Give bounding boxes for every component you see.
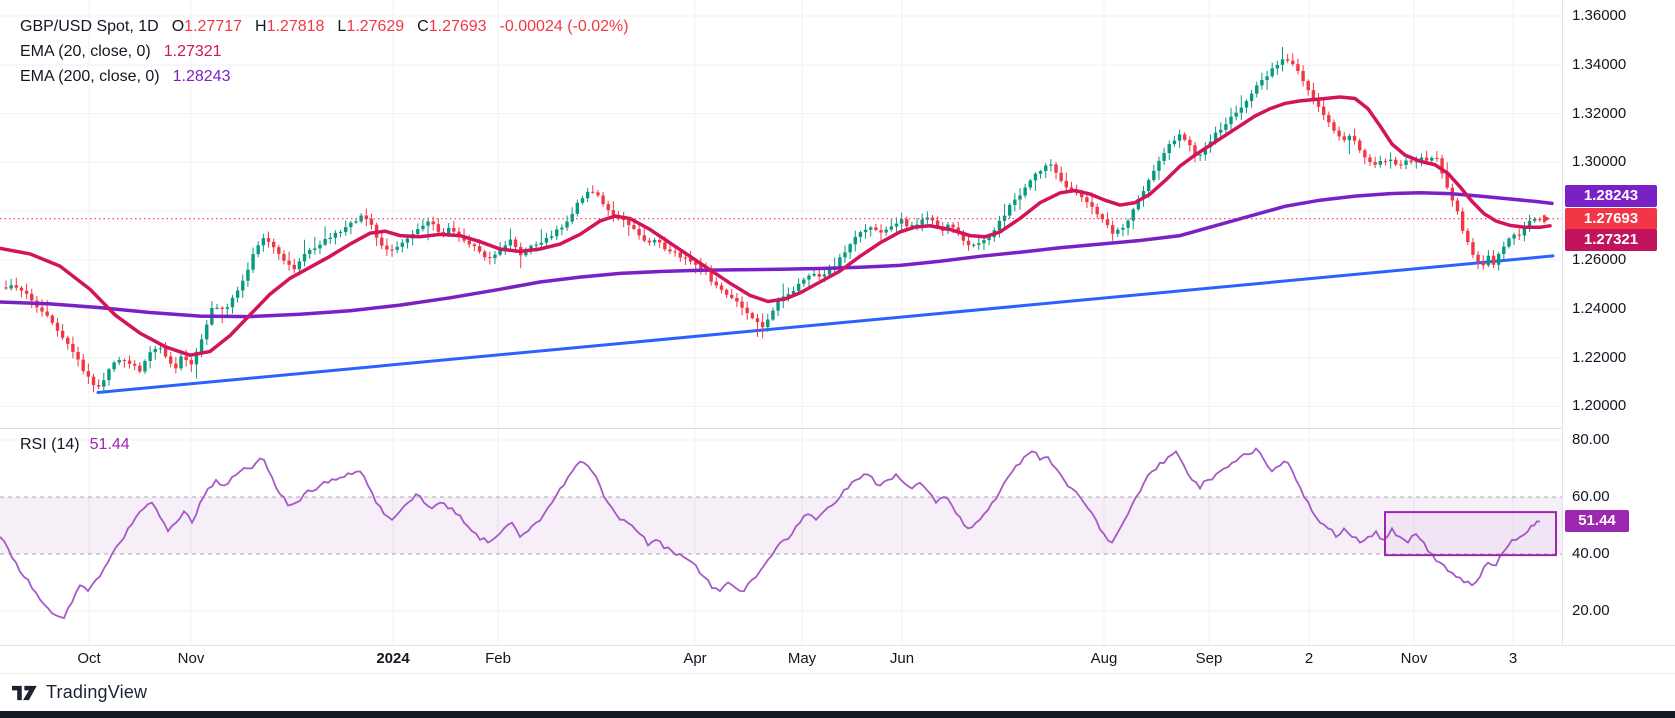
ema200-value: 1.28243 bbox=[172, 68, 231, 85]
time-axis-label[interactable]: May bbox=[787, 650, 817, 667]
time-axis[interactable]: Oct Nov 2024 Feb Apr May Jun Aug Sep 2 Nov 3 bbox=[0, 645, 1675, 674]
high-label: H bbox=[255, 18, 267, 35]
time-axis-label[interactable]: Nov bbox=[177, 650, 205, 667]
rsi-line bbox=[0, 447, 1541, 620]
symbol-title: GBP/USD Spot, 1D bbox=[20, 18, 159, 35]
rsi-tick-label: 80.00 bbox=[1572, 431, 1610, 448]
rsi-axis-badge: 51.44 bbox=[1565, 510, 1629, 533]
bottom-bar bbox=[0, 711, 1675, 718]
ema20-label: EMA (20, close, 0) bbox=[20, 43, 151, 60]
rsi-tick-label: 40.00 bbox=[1572, 545, 1610, 562]
ema200-legend-row[interactable]: EMA (200, close, 0) 1.28243 bbox=[20, 64, 629, 89]
open-value: 1.27717 bbox=[184, 18, 243, 35]
low-value: 1.27629 bbox=[346, 18, 405, 35]
time-axis-label[interactable]: Sep bbox=[1195, 650, 1223, 667]
change-value: -0.00024 (-0.02%) bbox=[499, 18, 629, 35]
ohlc-row: GBP/USD Spot, 1D O1.27717 H1.27818 L1.27629… bbox=[20, 14, 629, 39]
trendline bbox=[96, 254, 1555, 394]
time-axis-label[interactable]: 3 bbox=[1508, 650, 1518, 667]
ema20-value: 1.27321 bbox=[163, 43, 222, 60]
close-value: 1.27693 bbox=[428, 18, 487, 35]
symbol-legend: GBP/USD Spot, 1D O1.27717 H1.27818 L1.27629… bbox=[20, 14, 629, 89]
price-axis-badge: 1.27321 bbox=[1565, 229, 1657, 251]
time-axis-label[interactable]: 2 bbox=[1304, 650, 1314, 667]
price-tick-label: 1.32000 bbox=[1572, 104, 1627, 122]
ema200-line bbox=[0, 190, 1554, 319]
tradingview-logo[interactable]: TradingView bbox=[12, 682, 147, 703]
tradingview-logo-text: TradingView bbox=[46, 682, 148, 702]
price-tick-label: 1.30000 bbox=[1572, 153, 1627, 171]
time-axis-label[interactable]: Aug bbox=[1090, 650, 1118, 667]
time-axis-label[interactable]: Oct bbox=[77, 650, 101, 667]
price-axis[interactable]: 1.36000 1.34000 1.32000 1.30000 1.26000 1.240… bbox=[1562, 0, 1675, 645]
rsi-pane[interactable] bbox=[0, 428, 1562, 645]
price-tick-label: 1.20000 bbox=[1572, 397, 1627, 415]
price-tick-label: 1.36000 bbox=[1572, 7, 1627, 24]
ema20-legend-row[interactable]: EMA (20, close, 0) 1.27321 bbox=[20, 39, 629, 64]
tradingview-logo-icon bbox=[12, 685, 37, 700]
rsi-label: RSI (14) bbox=[20, 436, 80, 453]
rsi-band bbox=[0, 497, 1562, 554]
last-price-marker bbox=[1543, 214, 1550, 223]
time-axis-label[interactable]: 2024 bbox=[376, 650, 410, 667]
time-axis-label[interactable]: Apr bbox=[683, 650, 707, 667]
rsi-value: 51.44 bbox=[89, 436, 130, 453]
rsi-annotation-box[interactable] bbox=[1384, 511, 1557, 557]
time-axis-label[interactable]: Feb bbox=[485, 650, 511, 667]
time-axis-label[interactable]: Jun bbox=[889, 650, 915, 667]
close-label: C bbox=[417, 18, 429, 35]
price-tick-label: 1.22000 bbox=[1572, 348, 1627, 366]
rsi-legend-row[interactable]: RSI (14) 51.44 bbox=[20, 436, 130, 454]
price-axis-badge: 1.27693 bbox=[1565, 208, 1657, 230]
rsi-tick-label: 20.00 bbox=[1572, 602, 1610, 619]
price-axis-badge: 1.28243 bbox=[1565, 185, 1657, 207]
price-tick-label: 1.34000 bbox=[1572, 55, 1627, 73]
price-tick-label: 1.24000 bbox=[1572, 299, 1627, 317]
price-pane[interactable] bbox=[0, 0, 1562, 428]
high-value: 1.27818 bbox=[266, 18, 325, 35]
ema200-label: EMA (200, close, 0) bbox=[20, 68, 160, 85]
ema20-line bbox=[0, 95, 1552, 358]
time-axis-label[interactable]: Nov bbox=[1400, 650, 1428, 667]
pane-separator[interactable] bbox=[0, 428, 1675, 429]
price-tick-label: 1.26000 bbox=[1572, 251, 1627, 268]
rsi-tick-label: 60.00 bbox=[1572, 488, 1610, 505]
open-label: O bbox=[171, 18, 185, 35]
low-label: L bbox=[337, 18, 347, 35]
